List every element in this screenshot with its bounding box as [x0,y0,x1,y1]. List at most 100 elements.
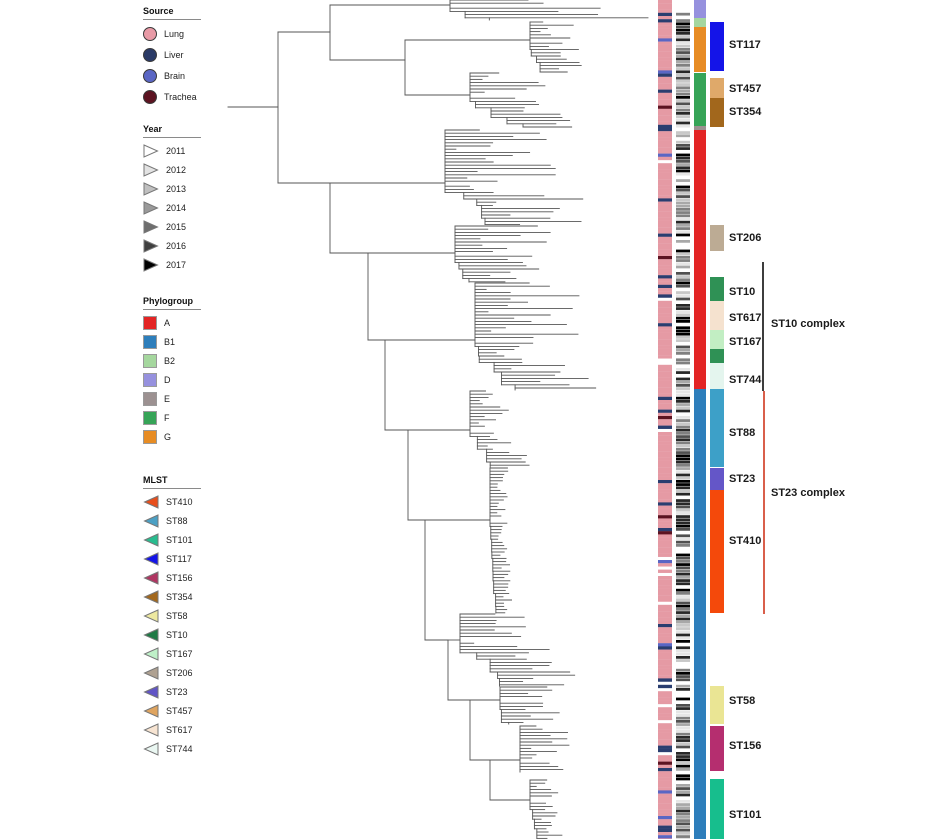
legend-item-label: ST457 [166,705,193,716]
complex-label-st10: ST10 complex [771,318,845,330]
legend-item-label: Brain [164,70,186,81]
legend-item-label: E [164,393,171,404]
st-label-st117: ST117 [729,39,761,51]
legend-item-st410: ST410 [143,492,201,511]
legend-item-label: Lung [164,28,185,39]
legend-item-e: E [143,389,201,408]
legend-item-2016: 2016 [143,236,201,255]
year-2013-triangle-icon [143,181,159,196]
st-label-st156: ST156 [729,740,762,752]
legend-item-label: D [164,374,171,385]
legend-item-label: ST206 [166,667,193,678]
st-label-st744: ST744 [729,374,762,386]
legend-item-b1: B1 [143,332,201,351]
mlst-st10-triangle-icon [143,627,159,642]
mlst-st206-triangle-icon [143,665,159,680]
mlst-st156-triangle-icon [143,570,159,585]
legend-item-label: 2014 [166,202,187,213]
mlst-st117-triangle-icon [143,551,159,566]
legend-item-b2: B2 [143,351,201,370]
legend-item-label: 2017 [166,259,187,270]
tree-branches [227,0,649,839]
legend-item-st88: ST88 [143,511,201,530]
legend-item-label: ST10 [166,629,188,640]
liver-circle-swatch [143,47,157,62]
legend-item-st206: ST206 [143,663,201,682]
legend-item-liver: Liver [143,44,201,65]
complex-label-st23: ST23 complex [771,487,845,499]
phylogroup-g-square-swatch [143,429,157,444]
phylogroup-b1-square-swatch [143,334,157,349]
st-label-st58: ST58 [729,695,756,707]
mlst-st58-triangle-icon [143,608,159,623]
st-label-st167: ST167 [729,336,762,348]
year-2016-triangle-icon [143,238,159,253]
legend-item-label: ST58 [166,610,188,621]
year-2017-triangle-icon [143,257,159,272]
legend-item-label: ST117 [166,553,192,564]
legend-item-st354: ST354 [143,587,201,606]
legend-item-a: A [143,313,201,332]
legend-item-label: ST88 [166,515,188,526]
legend-item-st117: ST117 [143,549,201,568]
legend-item-label: ST410 [166,496,193,507]
legend-item-label: ST167 [166,648,193,659]
legend-item-d: D [143,370,201,389]
legend-section-source: Source Lung Liver Brain Trachea [143,6,201,107]
legend-item-brain: Brain [143,65,201,86]
phylogroup-f-square-swatch [143,410,157,425]
legend-item-label: F [164,412,170,423]
legend-item-st101: ST101 [143,530,201,549]
legend-item-label: 2013 [166,183,187,194]
annotation-strips [658,0,724,839]
legend-item-2011: 2011 [143,141,201,160]
legend-item-label: B2 [164,355,176,366]
st-label-st457: ST457 [729,83,762,95]
legend-item-label: Liver [164,49,184,60]
phylogroup-d-square-swatch [143,372,157,387]
st-label-st88: ST88 [729,427,756,439]
legend-section-year: Year 2011 2012 2013 2014 2015 2016 2017 [143,124,201,274]
mlst-st617-triangle-icon [143,722,159,737]
legend-item-2017: 2017 [143,255,201,274]
mlst-st88-triangle-icon [143,513,159,528]
legend-item-st156: ST156 [143,568,201,587]
complex-brackets [762,262,765,614]
st-label-st23: ST23 [729,473,756,485]
year-2011-triangle-icon [143,143,159,158]
legend-item-st744: ST744 [143,739,201,758]
legend-item-st58: ST58 [143,606,201,625]
brain-circle-swatch [143,68,157,83]
legend-section-phylogroup: Phylogroup A B1 B2 D E F G [143,296,201,446]
st-label-st10: ST10 [729,286,756,298]
legend-title-mlst: MLST [143,475,201,489]
legend-item-label: 2011 [166,145,186,156]
legend-item-f: F [143,408,201,427]
legend-item-2014: 2014 [143,198,201,217]
st-label-st410: ST410 [729,535,762,547]
legend-item-lung: Lung [143,23,201,44]
legend-item-label: ST617 [166,724,193,735]
legend-item-label: A [164,317,171,328]
mlst-st744-triangle-icon [143,741,159,756]
legend-item-label: 2016 [166,240,187,251]
mlst-st101-triangle-icon [143,532,159,547]
legend-title-phylogroup: Phylogroup [143,296,201,310]
mlst-st410-triangle-icon [143,494,159,509]
mlst-st354-triangle-icon [143,589,159,604]
phylogroup-e-square-swatch [143,391,157,406]
legend-item-st10: ST10 [143,625,201,644]
legend-item-label: Trachea [164,91,197,102]
legend-item-label: B1 [164,336,176,347]
legend-item-label: ST156 [166,572,193,583]
st-label-st206: ST206 [729,232,762,244]
legend-item-label: G [164,431,172,442]
phylogroup-b2-square-swatch [143,353,157,368]
st-label-st354: ST354 [729,106,762,118]
lung-circle-swatch [143,26,157,41]
legend-item-2013: 2013 [143,179,201,198]
mlst-st457-triangle-icon [143,703,159,718]
legend-item-label: 2015 [166,221,187,232]
legend-title-source: Source [143,6,201,20]
